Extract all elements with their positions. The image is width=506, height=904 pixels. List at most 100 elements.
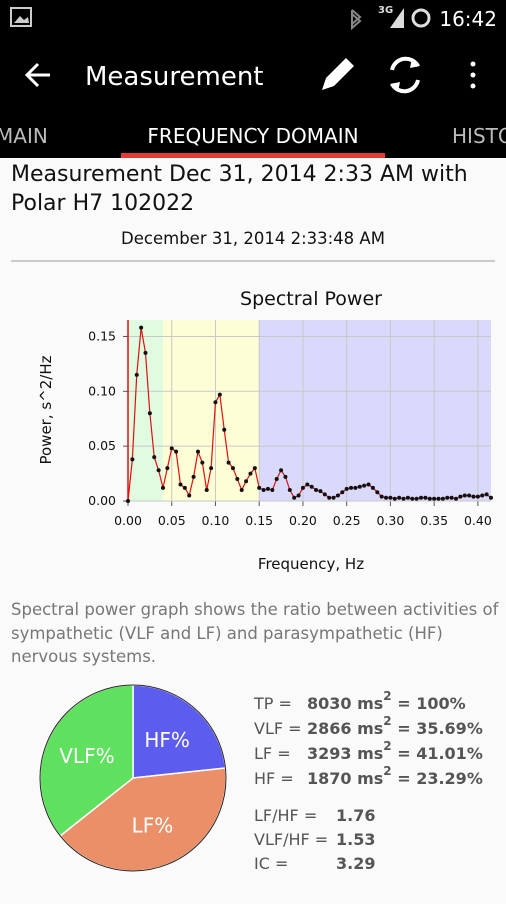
- data-point: [213, 400, 218, 405]
- gallery-icon-inner: [14, 16, 29, 23]
- data-point: [204, 488, 209, 493]
- data-point: [449, 495, 454, 500]
- signal-icon: [390, 8, 404, 28]
- stat-number: 3293 ms: [307, 744, 383, 763]
- tab[interactable]: HISTO: [452, 124, 506, 148]
- frequency-band: [128, 320, 163, 501]
- stat-value: 2866 ms2 = 35.69%: [307, 714, 483, 738]
- data-point: [195, 449, 200, 454]
- data-point: [436, 496, 441, 501]
- data-point: [322, 492, 327, 497]
- data-point: [235, 477, 240, 482]
- data-point: [261, 488, 266, 493]
- data-point: [458, 494, 463, 499]
- data-point: [362, 483, 367, 488]
- stat-value: 8030 ms2 = 100%: [307, 689, 466, 713]
- x-tick-label: 0.40: [464, 513, 492, 528]
- stat-percent: = 35.69%: [392, 719, 483, 738]
- frequency-band: [162, 320, 260, 501]
- edit-button[interactable]: [322, 58, 354, 90]
- data-point: [178, 482, 183, 487]
- data-point: [300, 485, 305, 490]
- pie-label: HF%: [144, 728, 190, 752]
- y-tick-label: 0.05: [88, 438, 116, 453]
- data-point: [265, 486, 270, 491]
- data-point: [257, 485, 262, 490]
- data-point: [156, 468, 161, 473]
- stat-value: 1870 ms2 = 23.29%: [307, 764, 483, 788]
- y-axis-label: Power, s^2/Hz: [37, 355, 55, 464]
- data-point: [187, 493, 192, 498]
- data-point: [209, 466, 214, 471]
- data-point: [165, 466, 170, 471]
- tab-indicator: [121, 153, 385, 158]
- data-point: [353, 485, 358, 490]
- x-tick-label: 0.15: [245, 513, 273, 528]
- sync-status-icon: [411, 8, 431, 28]
- data-point: [222, 427, 227, 432]
- clock: 16:42: [439, 7, 497, 31]
- stat-number: 1870 ms: [307, 769, 383, 788]
- tab[interactable]: MAIN: [0, 124, 48, 148]
- data-point: [309, 484, 314, 489]
- data-point: [169, 446, 174, 451]
- heading-box: Measurement Dec 31, 2014 2:33 AM with Po…: [11, 162, 468, 216]
- data-point: [335, 493, 340, 498]
- data-point: [248, 471, 253, 476]
- data-point: [327, 495, 332, 500]
- overflow-menu[interactable]: [470, 61, 476, 89]
- tab-selected[interactable]: FREQUENCY DOMAIN: [147, 124, 358, 148]
- app-title: Measurement: [85, 62, 264, 92]
- ratio-value: 3.29: [336, 854, 375, 873]
- data-point: [182, 485, 187, 490]
- stat-label: HF =: [254, 769, 294, 788]
- stat-number: 2866 ms: [307, 719, 383, 738]
- plot: 0.00 0.05 0.10 0.15 0.20 0.25 0.30 0.35 0.40 0.00…: [88, 320, 493, 528]
- data-point: [230, 466, 235, 471]
- data-point: [314, 488, 319, 493]
- description-box: Spectral power graph shows the ratio bet…: [11, 600, 498, 666]
- stat-percent: = 23.29%: [392, 769, 483, 788]
- ratio-label: IC =: [254, 854, 288, 873]
- stats: TP = 8030 ms2 = 100%VLF = 2866 ms2 = 35.69…: [253, 689, 483, 873]
- data-point: [340, 490, 345, 495]
- stat-label: TP =: [253, 694, 292, 713]
- data-point: [445, 495, 450, 500]
- data-point: [152, 455, 157, 460]
- subheading: December 31, 2014 2:33:48 AM: [121, 229, 385, 248]
- data-point: [388, 495, 393, 500]
- data-point: [454, 496, 459, 501]
- data-point: [489, 495, 493, 500]
- data-point: [226, 460, 231, 465]
- frequency-band: [259, 320, 491, 501]
- y-tick-label: 0.15: [88, 328, 116, 343]
- data-point: [405, 495, 410, 500]
- back-button[interactable]: [24, 62, 50, 88]
- stat-exponent: 2: [383, 764, 391, 778]
- data-point: [296, 493, 301, 498]
- data-point: [287, 488, 292, 493]
- data-point: [397, 495, 402, 500]
- data-point: [279, 468, 284, 473]
- data-point: [410, 496, 415, 501]
- stat-exponent: 2: [383, 689, 391, 703]
- data-point: [419, 495, 424, 500]
- x-tick-label: 0.00: [114, 513, 142, 528]
- stat-exponent: 2: [383, 739, 391, 753]
- data-point: [283, 474, 288, 479]
- data-point: [440, 496, 445, 501]
- bluetooth-icon: [351, 9, 362, 31]
- data-point: [239, 488, 244, 493]
- data-point: [370, 485, 375, 490]
- data-point: [480, 493, 485, 498]
- data-point: [471, 494, 476, 499]
- data-point: [467, 493, 472, 498]
- data-point: [432, 496, 437, 501]
- data-point: [475, 494, 480, 499]
- x-tick-label: 0.20: [289, 513, 317, 528]
- data-point: [130, 457, 135, 462]
- pie-rim: [39, 684, 227, 872]
- data-point: [217, 392, 222, 397]
- stat-percent: = 41.01%: [392, 744, 483, 763]
